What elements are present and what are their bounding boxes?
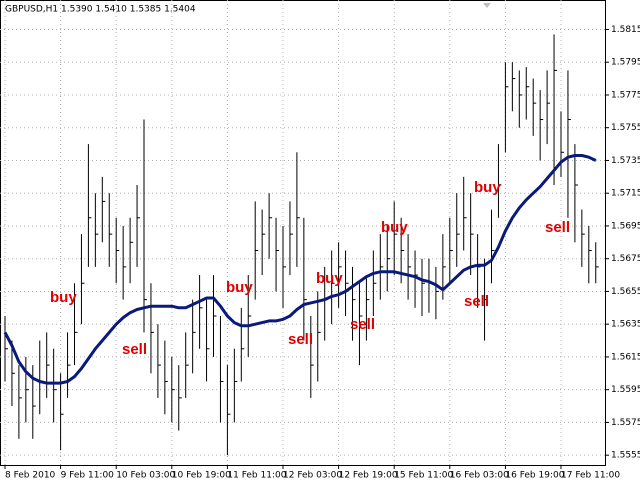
signal-label: sell bbox=[122, 341, 147, 358]
signal-label: sell bbox=[464, 293, 489, 310]
y-tick-label: 1.5595 bbox=[611, 385, 640, 395]
x-tick-label: 12 Feb 03:00 bbox=[283, 471, 342, 481]
y-tick-label: 1.5775 bbox=[611, 90, 640, 100]
x-tick-label: 12 Feb 19:00 bbox=[339, 471, 398, 481]
moving-average bbox=[3, 154, 597, 385]
y-tick-label: 1.5715 bbox=[611, 189, 640, 199]
x-tick-label: 17 Feb 11:00 bbox=[561, 471, 620, 481]
y-tick-label: 1.5755 bbox=[611, 123, 640, 133]
x-tick-label: 10 Feb 19:00 bbox=[172, 471, 231, 481]
x-tick-label: 9 Feb 11:00 bbox=[61, 471, 115, 481]
signal-label: sell bbox=[545, 219, 570, 236]
signal-label: buy bbox=[474, 179, 501, 196]
y-tick-label: 1.5695 bbox=[611, 221, 640, 231]
signal-label: buy bbox=[316, 270, 343, 287]
chart-title: GBPUSD,H1 1.5390 1.5410 1.5385 1.5404 bbox=[5, 5, 196, 15]
signal-label: sell bbox=[288, 331, 313, 348]
y-tick-label: 1.5735 bbox=[611, 156, 640, 166]
y-tick-label: 1.5555 bbox=[611, 451, 640, 461]
x-tick-label: 16 Feb 19:00 bbox=[505, 471, 564, 481]
signal-label: sell bbox=[350, 316, 375, 333]
y-tick-label: 1.5575 bbox=[611, 418, 640, 428]
y-tick-label: 1.5615 bbox=[611, 352, 640, 362]
x-tick-label: 10 Feb 03:00 bbox=[116, 471, 175, 481]
y-tick-label: 1.5795 bbox=[611, 58, 640, 68]
signal-label: buy bbox=[50, 289, 77, 306]
y-tick-label: 1.5815 bbox=[611, 25, 640, 35]
x-tick-label: 15 Feb 11:00 bbox=[394, 471, 453, 481]
y-tick-label: 1.5635 bbox=[611, 320, 640, 330]
y-tick-label: 1.5675 bbox=[611, 254, 640, 264]
plot-frame bbox=[0, 0, 606, 466]
shift-marker bbox=[483, 3, 491, 8]
x-tick-label: 11 Feb 11:00 bbox=[227, 471, 286, 481]
signal-label: buy bbox=[226, 279, 253, 296]
x-tick-label: 16 Feb 03:00 bbox=[450, 471, 509, 481]
x-tick-label: 8 Feb 2010 bbox=[5, 471, 56, 481]
signal-label: buy bbox=[381, 219, 408, 236]
y-tick-label: 1.5655 bbox=[611, 287, 640, 297]
